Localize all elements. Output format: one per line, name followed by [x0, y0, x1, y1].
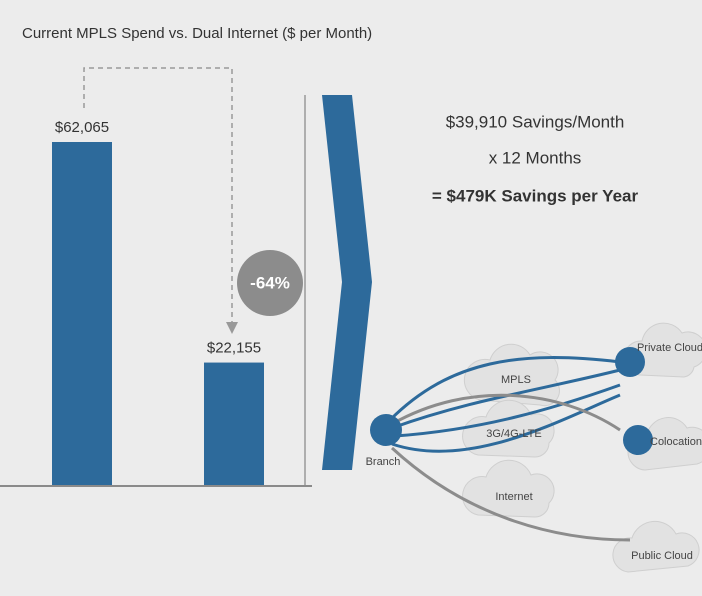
savings-line: x 12 Months: [489, 148, 582, 167]
link-label: Internet: [495, 491, 532, 503]
infographic: Current MPLS Spend vs. Dual Internet ($ …: [0, 0, 702, 596]
destination-label: Public Cloud: [631, 550, 693, 562]
link-label: MPLS: [501, 374, 531, 386]
annotation: -64%: [250, 273, 290, 292]
router: [370, 414, 402, 446]
value-label: $22,155: [207, 340, 261, 357]
node-label: Branch: [366, 456, 401, 468]
page: {"chart_data": {"type": "bar", "title": …: [0, 0, 702, 596]
bar: [52, 142, 112, 485]
destination-label: Private Cloud: [637, 342, 702, 354]
destination-label: Colocation: [650, 436, 702, 448]
value-label: $62,065: [55, 119, 109, 136]
chart-title: Current MPLS Spend vs. Dual Internet ($ …: [22, 25, 372, 42]
savings-line: = $479K Savings per Year: [432, 186, 639, 205]
link-label: 3G/4G-LTE: [486, 428, 541, 440]
bar: [204, 363, 264, 485]
savings-line: $39,910 Savings/Month: [446, 112, 625, 131]
router: [623, 425, 653, 455]
